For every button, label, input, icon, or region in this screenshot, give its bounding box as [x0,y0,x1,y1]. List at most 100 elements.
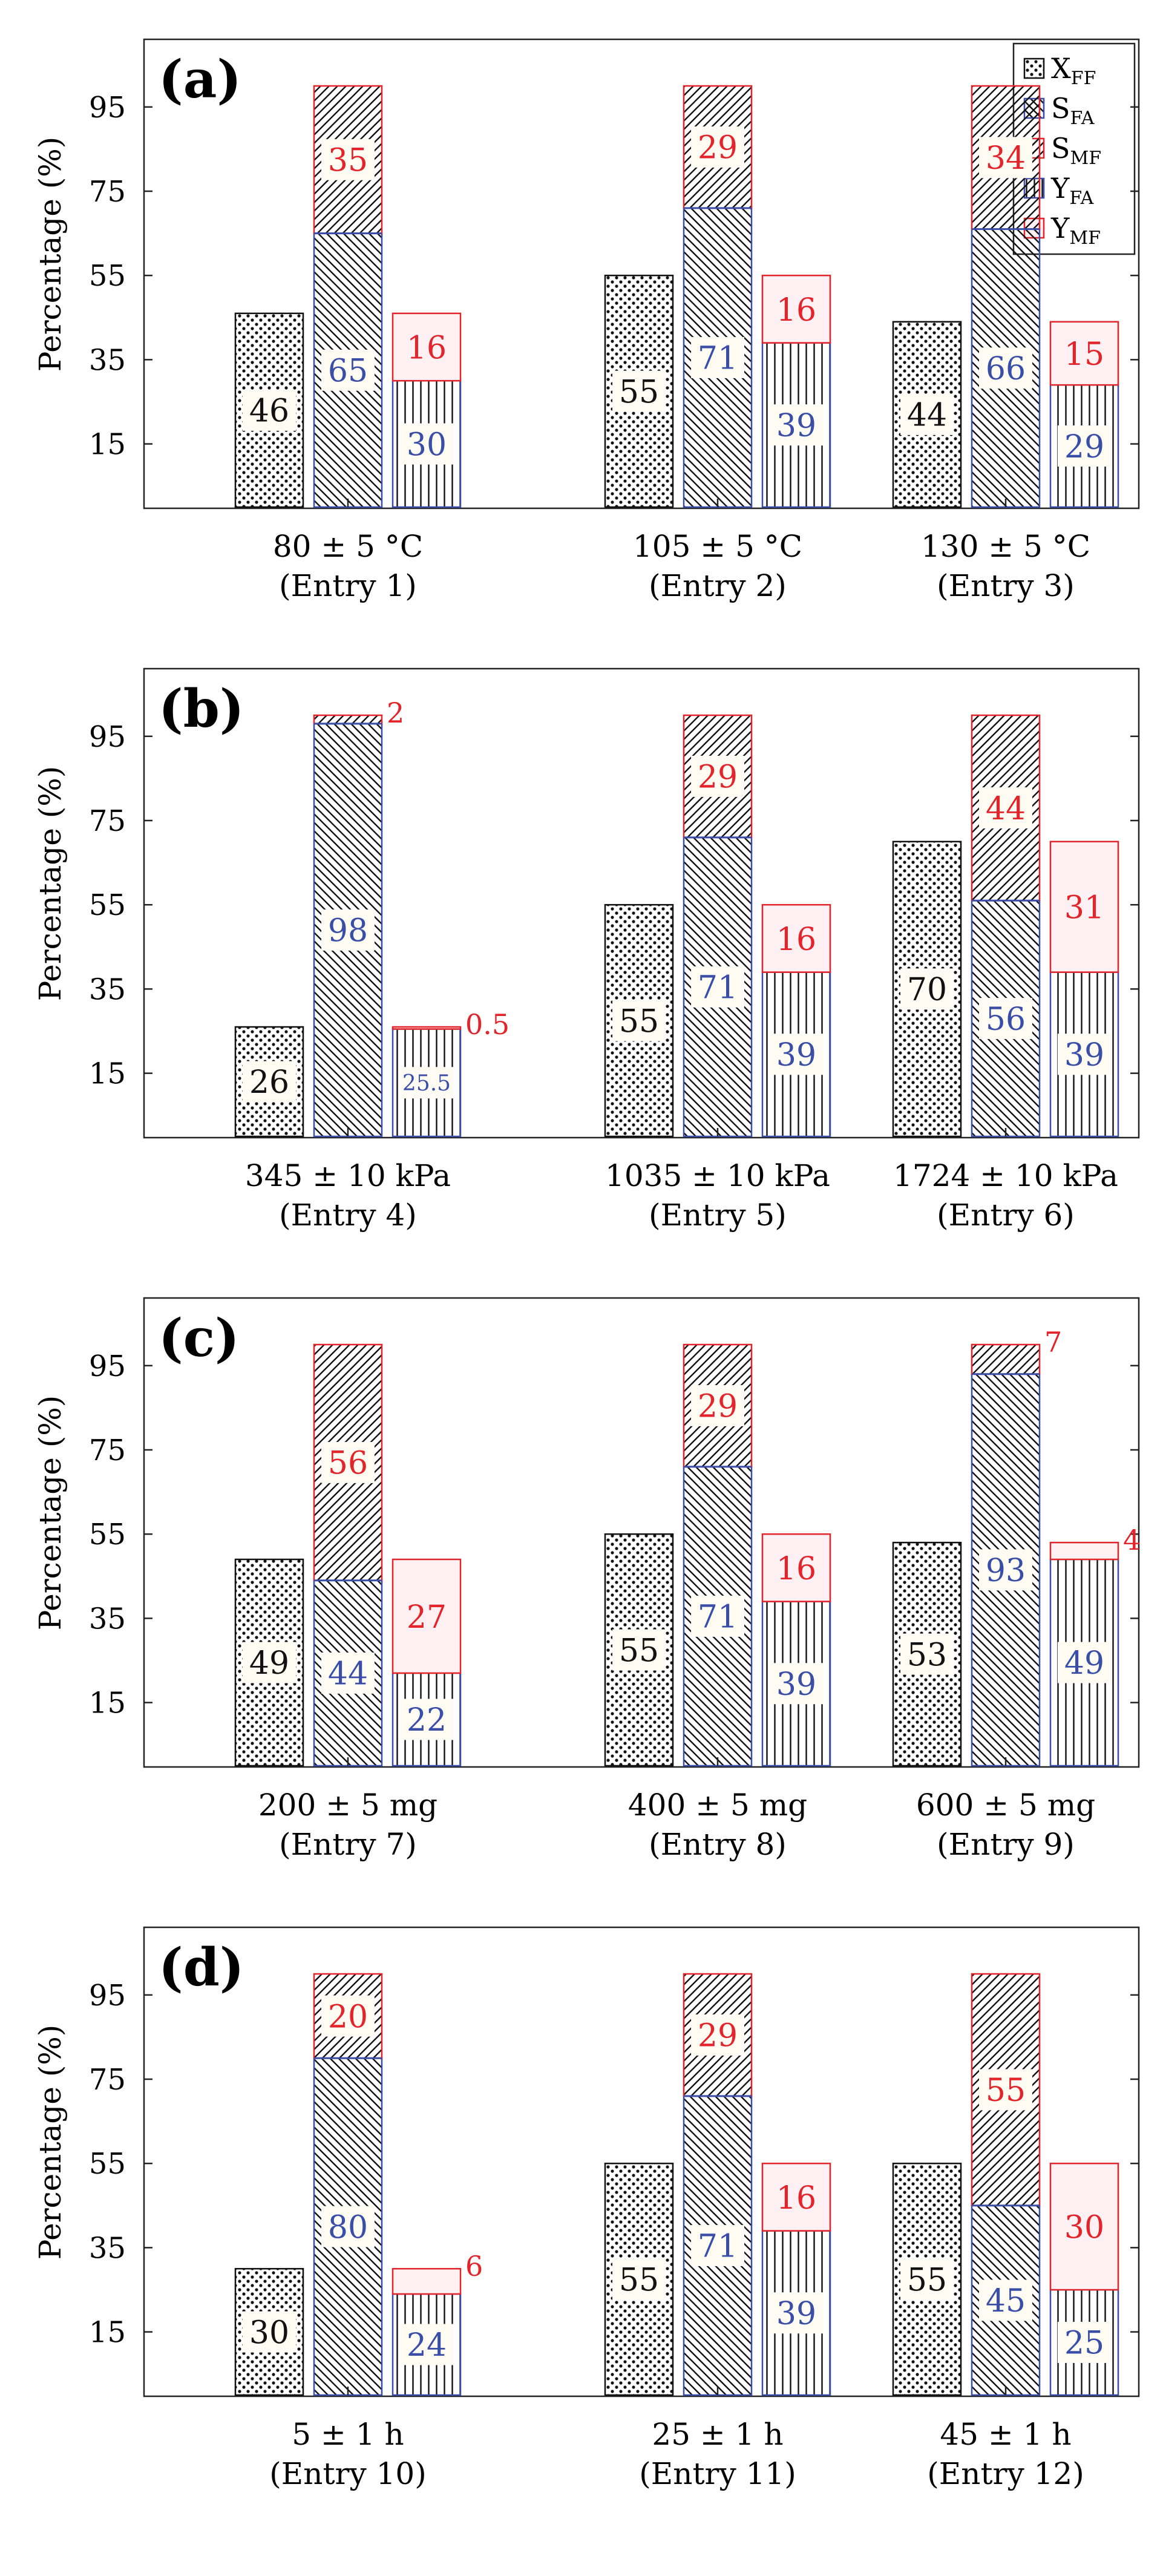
label-yfa-bg [770,404,823,446]
x-tick-label: 130 ± 5 °C [921,529,1090,564]
panel-frame [143,667,1140,1139]
label-xff: 55 [907,2262,947,2298]
label-smf-bg [691,2014,744,2056]
panel-frame [143,1297,1140,1768]
label-smf: 7 [1044,1326,1062,1358]
label-yfa: 24 [407,2327,447,2364]
label-xff: 46 [249,393,289,430]
y-tick-label: 35 [89,2231,126,2265]
label-yfa: 39 [776,408,816,444]
label-sfa-bg [691,1595,744,1637]
bar-ymf [391,1026,462,1030]
label-yfa: 25 [1064,2325,1104,2362]
bar-group-1: 26 98 2 25.5 0.5 345 ± 10 kPa (Entry 4) [234,696,509,1233]
x-tick-label-entry: (Entry 11) [639,2456,796,2491]
label-xff: 55 [619,1633,659,1669]
label-yfa-bg [400,1699,453,1740]
x-tick-label: 105 ± 5 °C [633,529,802,564]
label-ymf: 15 [1064,336,1104,373]
label-sfa: 71 [698,341,738,377]
label-smf-bg [691,126,744,168]
label-yfa-bg [400,2324,453,2365]
panel-label: (a) [159,49,241,110]
legend-label-X_FF: XFF [1051,52,1096,89]
y-tick-label: 15 [89,1057,126,1091]
label-sfa: 71 [698,970,738,1006]
label-sfa-bg [321,909,375,951]
x-tick-label: 1035 ± 10 kPa [605,1158,830,1193]
label-smf: 55 [986,2073,1026,2109]
panel-label: (c) [159,1308,240,1369]
label-smf: 29 [698,759,738,796]
label-smf: 44 [986,791,1026,827]
x-tick-label: 45 ± 1 h [940,2417,1071,2452]
bar-group-2: 55 71 29 39 16 1035 ± 10 kPa (Entry 5) [604,714,831,1233]
label-sfa-bg [979,998,1032,1040]
label-xff: 49 [249,1645,289,1682]
label-xff-bg [243,1642,296,1683]
y-tick-label: 55 [89,259,126,293]
bar-ymf [1049,321,1119,386]
label-ymf: 16 [776,1551,816,1587]
label-sfa: 66 [986,351,1026,387]
label-sfa: 71 [698,1599,738,1636]
label-ymf: 16 [776,922,816,958]
label-xff: 55 [619,374,659,410]
label-yfa: 39 [776,1037,816,1073]
label-yfa-bg [400,423,453,465]
label-ymf: 31 [1064,890,1104,926]
label-yfa: 49 [1064,1645,1104,1682]
x-tick-label: 600 ± 5 mg [916,1788,1095,1823]
label-sfa: 98 [328,913,368,949]
bar-ymf [761,903,831,973]
label-xff: 30 [249,2315,289,2351]
label-xff: 55 [619,2262,659,2298]
bar-ymf [391,312,462,382]
label-sfa-bg [691,336,744,378]
y-tick-label: 15 [89,428,126,462]
bar-ymf [1049,2162,1119,2291]
label-yfa-bg [770,1034,823,1075]
x-tick-label: 80 ± 5 °C [273,529,423,564]
label-xff-bg [243,389,296,431]
bar-group-1: 49 44 56 22 27 200 ± 5 mg (Entry 7) [234,1343,462,1862]
x-tick-label: 1724 ± 10 kPa [893,1158,1118,1193]
y-tick-label: 35 [89,972,126,1006]
label-ymf: 16 [776,2180,816,2217]
label-xff-bg [612,1629,666,1671]
bar-group-2: 55 71 29 39 16 400 ± 5 mg (Entry 8) [604,1343,831,1862]
y-tick-label: 35 [89,1602,126,1636]
x-tick-label-entry: (Entry 4) [279,1198,417,1233]
bar-ymf [761,2162,831,2232]
label-yfa: 22 [407,1702,447,1739]
y-axis-label: Percentage (%) [33,1395,68,1631]
panel-d: (d) 15 35 55 75 95 Percentage (%) 30 80 20 24 6 5 ± … [33,1926,1140,2491]
label-smf: 35 [328,143,368,179]
x-tick-label-entry: (Entry 5) [649,1198,787,1233]
label-yfa: 39 [776,1667,816,1703]
label-xff-bg [900,968,954,1010]
bar-ymf [761,274,831,344]
bar-group-3: 70 56 44 39 31 1724 ± 10 kPa (Entry 6) [892,714,1119,1233]
label-smf: 29 [698,1389,738,1425]
x-tick-label: 200 ± 5 mg [258,1788,437,1823]
x-tick-label: 25 ± 1 h [652,2417,783,2452]
bar-group-3: 53 93 7 49 4 600 ± 5 mg (Entry 9) [892,1326,1141,1862]
legend-swatch-X_FF [1023,57,1045,79]
label-yfa-bg [400,1067,453,1099]
bar-group-3: 44 66 34 29 15 130 ± 5 °C (Entry 3) [892,85,1119,603]
label-sfa: 93 [986,1553,1026,1589]
panel-label: (d) [159,1937,244,1998]
legend-label-S_FA: SFA [1051,92,1095,129]
bar-group-1: 30 80 20 24 6 5 ± 1 h (Entry 10) [234,1973,483,2491]
bar-group-2: 55 71 29 39 16 25 ± 1 h (Entry 11) [604,1973,831,2491]
label-sfa: 80 [328,2209,368,2246]
y-tick-label: 55 [89,2147,126,2181]
bar-group-1: 46 65 35 30 16 80 ± 5 °C (Entry 1) [234,85,462,603]
label-sfa-bg [321,349,375,391]
label-sfa-bg [321,1652,375,1694]
label-smf-bg [979,137,1032,179]
y-axis-label: Percentage (%) [33,2025,68,2260]
x-tick-label-entry: (Entry 2) [649,568,787,603]
panel-frame [143,1926,1140,2397]
